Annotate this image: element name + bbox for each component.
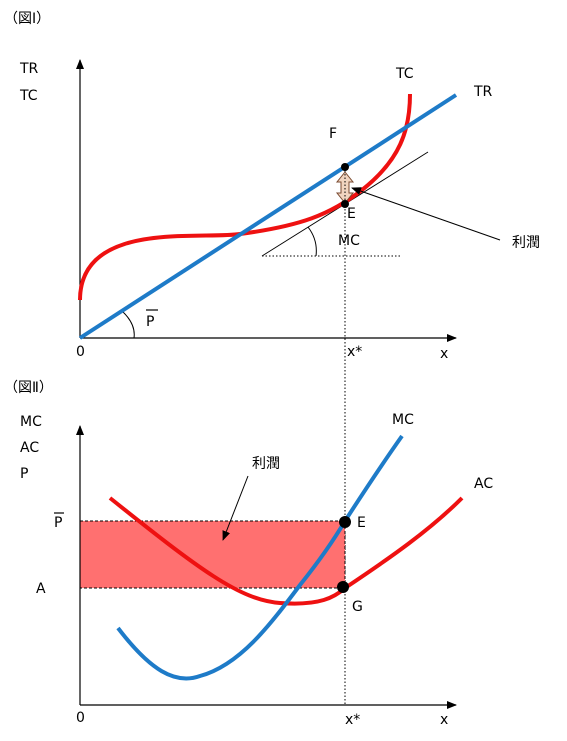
figure-2: （図Ⅱ） MC AC P P A 0 x x* AC MC E G 利潤 xyxy=(4,380,493,728)
figure-1-x-star: x* xyxy=(347,344,362,360)
mc-curve-label: MC xyxy=(392,412,414,428)
tc-curve-label: TC xyxy=(395,66,414,82)
figure-1-x-label: x xyxy=(440,346,448,362)
mc-curve xyxy=(116,434,404,681)
figure-2-y-label-mc: MC xyxy=(20,414,42,430)
figure-2-x-star: x* xyxy=(345,712,360,728)
point-f-label: F xyxy=(329,126,337,142)
figure-2-x-label: x xyxy=(440,712,448,728)
figure-2-y-label-ac: AC xyxy=(20,440,39,456)
p-angle-label: P xyxy=(146,314,154,330)
point-g-label: G xyxy=(352,599,363,615)
figure-2-y-label-p: P xyxy=(20,466,28,482)
figure-1-origin: 0 xyxy=(76,344,85,360)
figure-1-caption: （図Ⅰ） xyxy=(4,11,50,27)
a-tick-label: A xyxy=(36,581,46,597)
point-e-top-label: E xyxy=(347,206,356,222)
p-angle-arc xyxy=(121,310,135,339)
tc-curve xyxy=(78,93,412,301)
tr-line xyxy=(78,93,458,340)
figure-1-y-label-tc: TC xyxy=(19,88,38,104)
mc-angle-arc xyxy=(307,226,317,257)
point-g xyxy=(337,581,349,593)
profit-area-label: 利潤 xyxy=(252,456,280,472)
point-e-top xyxy=(341,200,349,208)
ac-curve xyxy=(108,496,464,606)
ac-curve-label: AC xyxy=(474,476,493,492)
figure-2-caption: （図Ⅱ） xyxy=(4,380,53,396)
profit-callout-arrow xyxy=(351,187,501,241)
profit-callout-label: 利潤 xyxy=(512,235,540,251)
figure-1: （図Ⅰ） TR TC 0 x MC P TC TR F E xyxy=(4,11,540,362)
tr-line-label: TR xyxy=(473,84,493,100)
mc-angle-label: MC xyxy=(338,233,360,249)
p-bar-tick-label: P xyxy=(54,515,62,531)
figure-1-y-label-tr: TR xyxy=(19,61,39,77)
point-e-bottom-label: E xyxy=(357,515,366,531)
profit-area-arrow xyxy=(222,475,249,541)
point-e-bottom xyxy=(339,516,351,528)
figure-2-origin: 0 xyxy=(76,710,85,726)
